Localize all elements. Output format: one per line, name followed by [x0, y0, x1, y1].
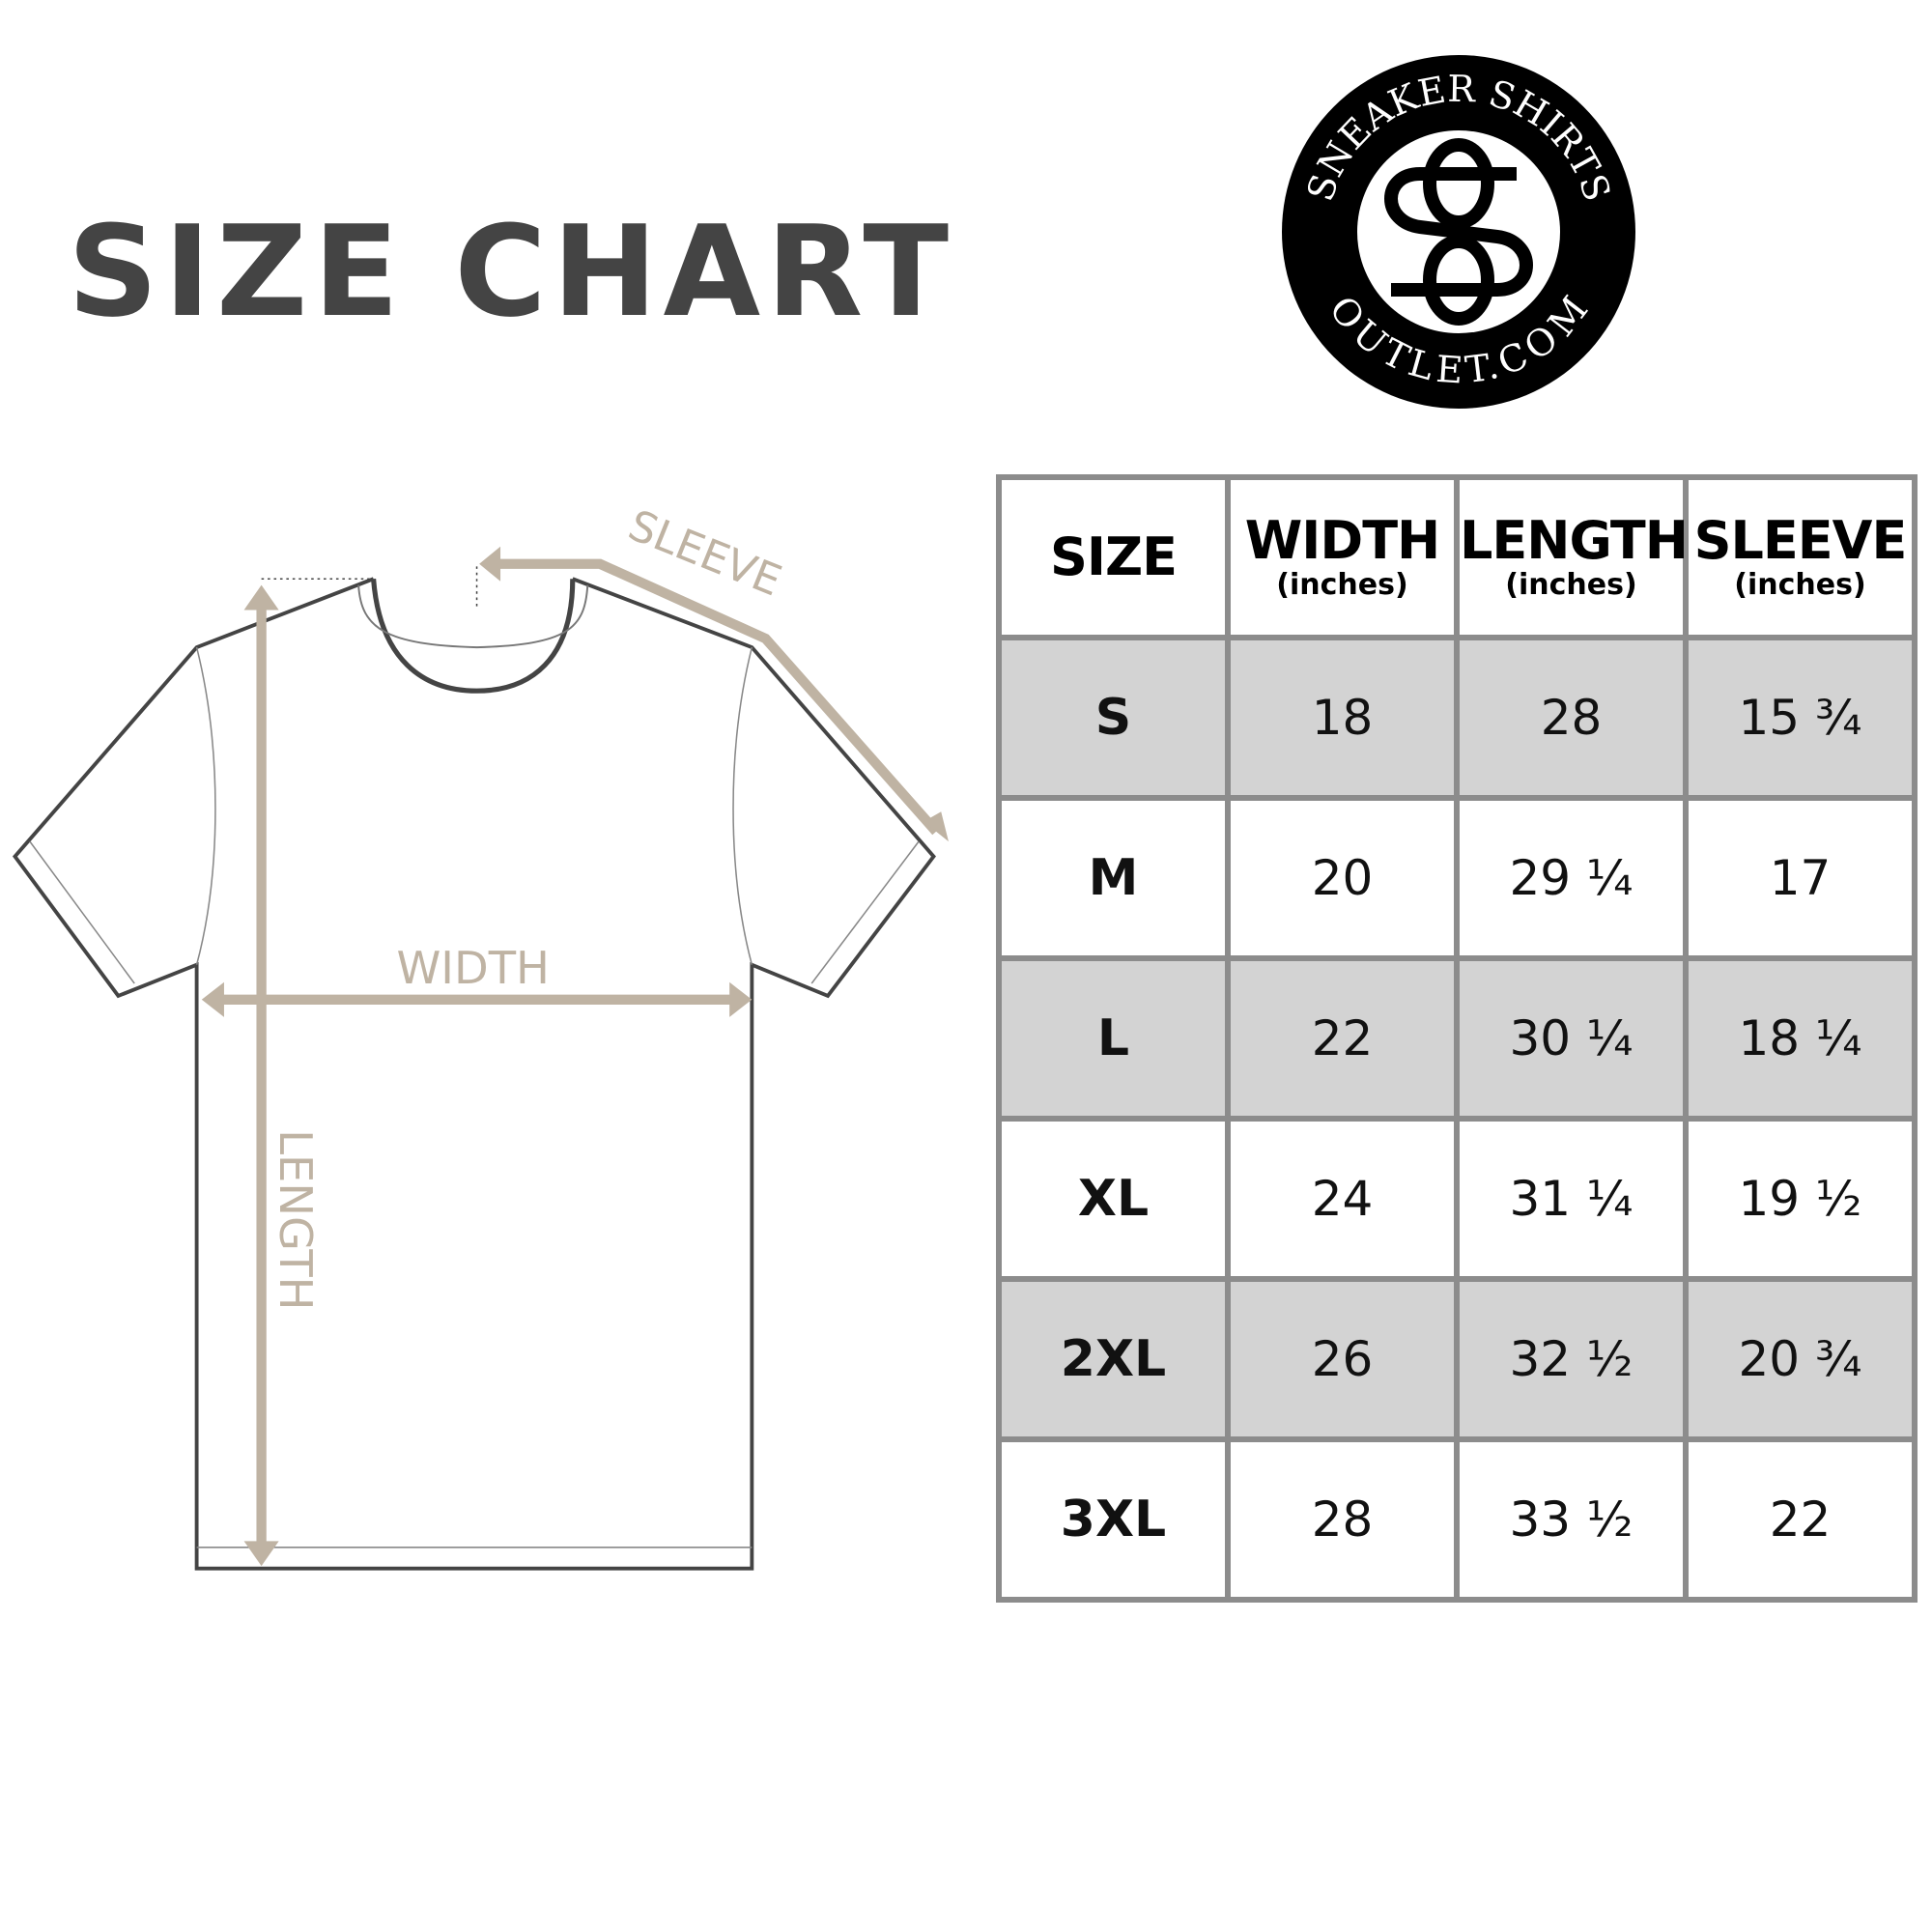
- width-label: WIDTH: [396, 942, 549, 994]
- width-cell: 20: [1225, 795, 1460, 961]
- tshirt-outline: [12, 566, 936, 1571]
- length-label: LENGTH: [270, 1129, 322, 1310]
- table-header-row: SIZE WIDTH (inches) LENGTH (inches) SLEEVE…: [996, 474, 1918, 640]
- header-width: WIDTH (inches): [1225, 474, 1460, 640]
- header-length: LENGTH (inches): [1454, 474, 1689, 640]
- size-cell: S: [996, 635, 1231, 801]
- size-cell: 3XL: [996, 1436, 1231, 1603]
- sleeve-cell: 19 ½: [1683, 1116, 1918, 1282]
- size-table: SIZE WIDTH (inches) LENGTH (inches) SLEEVE…: [996, 474, 1918, 1603]
- width-cell: 26: [1225, 1276, 1460, 1442]
- header-size: SIZE: [996, 474, 1231, 640]
- width-cell: 24: [1225, 1116, 1460, 1282]
- width-cell: 28: [1225, 1436, 1460, 1603]
- width-cell: 18: [1225, 635, 1460, 801]
- size-cell: 2XL: [996, 1276, 1231, 1442]
- length-cell: 30 ¼: [1454, 955, 1689, 1122]
- brand-logo: SNEAKER SHIRTS OUTLET.COM: [1282, 55, 1635, 409]
- length-cell: 33 ½: [1454, 1436, 1689, 1603]
- table-row: 2XL 26 32 ½ 20 ¾: [996, 1276, 1918, 1442]
- sleeve-cell: 22: [1683, 1436, 1918, 1603]
- table-row: XL 24 31 ¼ 19 ½: [996, 1116, 1918, 1282]
- length-cell: 31 ¼: [1454, 1116, 1689, 1282]
- table-row: S 18 28 15 ¾: [996, 635, 1918, 801]
- table-row: 3XL 28 33 ½ 22: [996, 1436, 1918, 1603]
- page-title: SIZE CHART: [68, 198, 955, 345]
- size-cell: XL: [996, 1116, 1231, 1282]
- sleeve-cell: 17: [1683, 795, 1918, 961]
- sleeve-cell: 18 ¼: [1683, 955, 1918, 1122]
- size-cell: L: [996, 955, 1231, 1122]
- sleeve-cell: 15 ¾: [1683, 635, 1918, 801]
- table-row: L 22 30 ¼ 18 ¼: [996, 955, 1918, 1122]
- length-cell: 32 ½: [1454, 1276, 1689, 1442]
- size-cell: M: [996, 795, 1231, 961]
- measure-arrows: [201, 546, 949, 1567]
- header-sleeve: SLEEVE (inches): [1683, 474, 1918, 640]
- width-cell: 22: [1225, 955, 1460, 1122]
- sleeve-arrow: [495, 558, 940, 836]
- sleeve-cell: 20 ¾: [1683, 1276, 1918, 1442]
- table-row: M 20 29 ¼ 17: [996, 795, 1918, 961]
- length-cell: 28: [1454, 635, 1689, 801]
- length-cell: 29 ¼: [1454, 795, 1689, 961]
